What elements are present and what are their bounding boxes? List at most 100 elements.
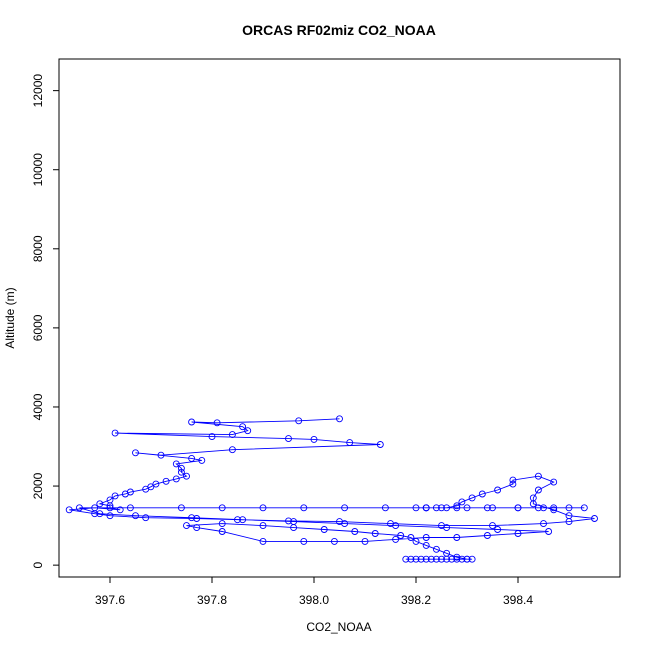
data-point (259, 504, 267, 512)
data-point (534, 472, 542, 480)
data-point (432, 555, 440, 563)
data-point (193, 524, 201, 532)
y-tick-label: 10000 (31, 153, 45, 187)
data-point (494, 486, 502, 494)
data-point (463, 504, 471, 512)
data-point (228, 446, 236, 454)
data-point (177, 504, 185, 512)
data-point (550, 478, 558, 486)
data-point (417, 555, 425, 563)
data-point (188, 454, 196, 462)
data-point (188, 418, 196, 426)
y-tick-label: 4000 (31, 393, 45, 420)
data-point (239, 516, 247, 524)
data-point (330, 537, 338, 545)
data-point (361, 537, 369, 545)
y-tick-label: 8000 (31, 235, 45, 262)
data-point (162, 477, 170, 485)
y-tick-label: 12000 (31, 74, 45, 108)
data-point (432, 545, 440, 553)
data-point (234, 516, 241, 524)
data-point (483, 532, 491, 539)
data-point (422, 541, 430, 549)
data-point (534, 504, 542, 512)
data-point (142, 485, 150, 493)
data-point (213, 419, 221, 427)
data-point (75, 504, 83, 512)
data-point (443, 555, 451, 563)
data-point (132, 512, 139, 520)
data-point (494, 526, 502, 533)
data-point (172, 460, 180, 468)
x-tick-label: 398.4 (503, 593, 533, 607)
data-point (489, 522, 496, 530)
data-point (509, 480, 517, 488)
data-point (172, 475, 180, 483)
series-layer (65, 415, 598, 563)
y-tick-label: 0 (31, 561, 45, 568)
data-point (376, 441, 384, 448)
data-point (412, 504, 420, 512)
data-point (392, 522, 400, 530)
x-axis-label: CO2_NOAA (306, 620, 371, 634)
data-point (478, 490, 486, 498)
x-axis: 397.6 397.8 398.0 398.2 398.4 (95, 576, 533, 607)
data-point (91, 510, 99, 518)
data-point (565, 512, 573, 520)
data-point (116, 506, 124, 514)
data-point (458, 555, 466, 563)
data-point (458, 498, 466, 506)
data-point (565, 504, 573, 512)
data-point (448, 555, 456, 563)
data-point (290, 524, 298, 532)
data-point (432, 504, 440, 512)
data-point (550, 506, 558, 514)
data-point (422, 555, 430, 563)
data-point (177, 468, 185, 476)
data-point (443, 524, 451, 532)
x-tick-label: 398.0 (299, 593, 329, 607)
data-point (453, 534, 461, 541)
data-point (407, 555, 415, 563)
data-point (126, 504, 134, 512)
data-point (320, 526, 328, 533)
data-point (463, 555, 471, 563)
data-point (540, 504, 547, 512)
y-axis-label: Altitude (m) (3, 287, 17, 348)
y-axis: 0 2000 4000 6000 8000 10000 12000 (31, 74, 60, 568)
data-point (341, 520, 349, 528)
data-point (228, 431, 236, 439)
data-point (489, 504, 496, 512)
data-point (106, 502, 114, 510)
data-point (346, 439, 354, 447)
data-point (381, 504, 389, 512)
data-point (443, 504, 451, 512)
data-point (402, 555, 410, 563)
data-point (545, 528, 553, 535)
x-tick-label: 398.2 (401, 593, 431, 607)
data-point (208, 433, 216, 441)
data-point (65, 506, 73, 514)
data-point (157, 451, 165, 459)
data-point (341, 504, 349, 512)
data-point (218, 528, 226, 535)
data-point (412, 555, 420, 563)
data-point (550, 504, 558, 512)
data-point (96, 500, 104, 508)
data-point (106, 512, 114, 520)
data-point (142, 514, 150, 522)
data-point (285, 517, 292, 525)
data-point (183, 472, 190, 480)
data-point (132, 449, 139, 457)
data-point (468, 494, 476, 502)
data-point (111, 492, 119, 500)
chart-title: ORCAS RF02miz CO2_NOAA (242, 22, 436, 38)
data-point (188, 514, 196, 522)
data-point (422, 504, 430, 512)
data-point (438, 555, 445, 563)
data-point (468, 555, 476, 563)
data-point (121, 490, 129, 498)
data-point (285, 435, 292, 443)
